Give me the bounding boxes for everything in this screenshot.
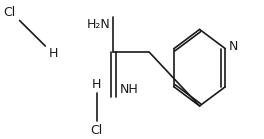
Text: Cl: Cl bbox=[3, 6, 16, 19]
Text: H: H bbox=[92, 78, 101, 91]
Text: H: H bbox=[49, 47, 59, 60]
Text: H₂N: H₂N bbox=[87, 18, 111, 31]
Text: Cl: Cl bbox=[91, 124, 103, 137]
Text: NH: NH bbox=[120, 83, 139, 96]
Text: N: N bbox=[229, 39, 238, 53]
